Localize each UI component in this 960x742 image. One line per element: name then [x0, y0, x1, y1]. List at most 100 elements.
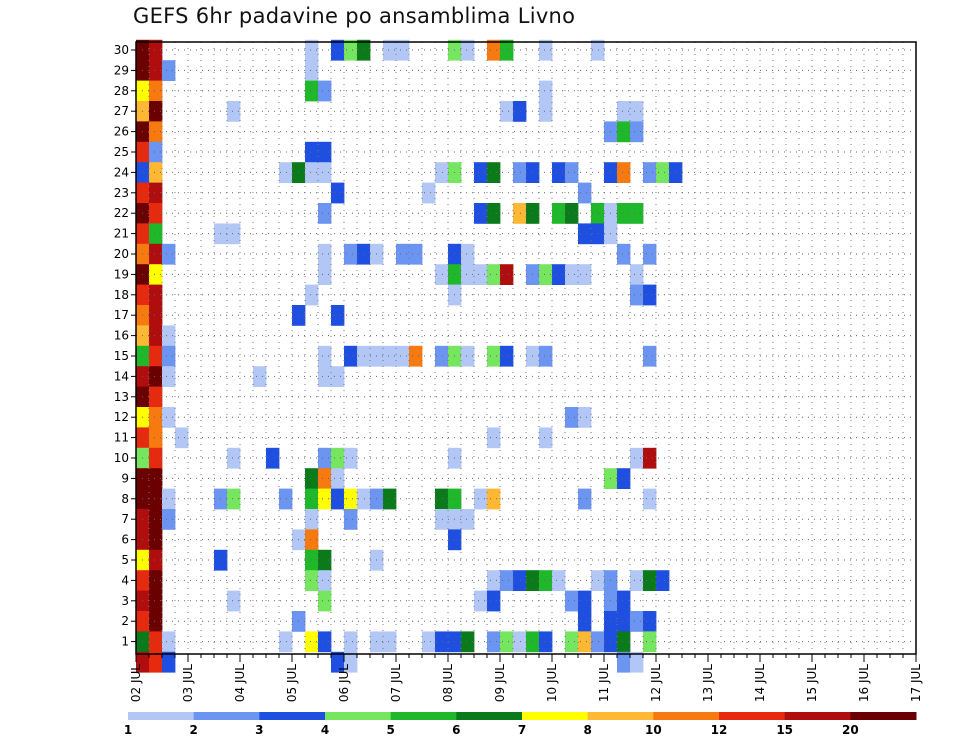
heatmap-cell	[149, 325, 163, 347]
heatmap-cell	[578, 631, 592, 653]
heatmap-cell	[500, 345, 514, 367]
heatmap-cell	[149, 651, 163, 673]
heatmap-cell	[227, 447, 241, 469]
heatmap-cell	[305, 488, 319, 510]
heatmap-cell	[357, 243, 371, 265]
heatmap-cell	[357, 39, 371, 61]
heatmap-cell	[630, 203, 644, 224]
heatmap-cell	[422, 631, 436, 653]
heatmap-cell	[461, 264, 475, 285]
heatmap-cell	[344, 488, 358, 510]
heatmap-cell	[487, 570, 501, 591]
heatmap-cell	[500, 39, 514, 61]
heatmap-cell	[318, 468, 332, 489]
heatmap-cell	[565, 264, 579, 285]
colorbar-swatch	[719, 712, 786, 720]
heatmap-cell	[591, 570, 605, 591]
heatmap-cell	[578, 264, 592, 285]
heatmap-cell	[162, 651, 176, 673]
heatmap-cell	[513, 570, 527, 591]
heatmap-cell	[305, 162, 319, 183]
grid-lines	[136, 42, 916, 654]
heatmap-cell	[383, 488, 397, 510]
heatmap-cell	[656, 570, 670, 591]
x-tick-label: 11 JUL	[597, 664, 611, 702]
y-tick-label: 17	[114, 308, 129, 322]
heatmap-cell	[617, 651, 631, 673]
heatmap-cell	[617, 468, 631, 489]
heatmap-cell	[149, 570, 163, 591]
heatmap-cell	[539, 264, 553, 285]
y-tick-label: 10	[114, 451, 129, 465]
y-tick-label: 4	[121, 573, 129, 587]
heatmap-cell	[630, 121, 644, 143]
heatmap-cell	[552, 570, 566, 591]
heatmap-cell	[149, 284, 163, 306]
heatmap-cell	[656, 162, 670, 183]
heatmap-cell	[162, 488, 176, 510]
heatmap-cell	[331, 182, 345, 204]
heatmap-cell	[565, 162, 579, 183]
y-tick-label: 15	[114, 349, 129, 363]
colorbar-label: 1	[124, 723, 132, 737]
heatmap-cell	[513, 203, 527, 224]
heatmap-cell	[643, 345, 657, 367]
heatmap-cell	[149, 447, 163, 469]
y-tick-label: 30	[114, 43, 129, 57]
heatmap-cell	[136, 651, 150, 673]
y-axis: 1234567891011121314151617181920212223242…	[114, 43, 136, 649]
heatmap-cell	[318, 80, 332, 102]
heatmap-cell	[487, 631, 501, 653]
heatmap-cell	[331, 468, 345, 489]
heatmap-cell	[331, 651, 345, 673]
heatmap-cell	[305, 631, 319, 653]
x-tick-label: 02 JUL	[129, 664, 143, 702]
heatmap-cell	[305, 468, 319, 489]
heatmap-cell	[617, 101, 631, 122]
colorbar: 1 2 3 4 5 6 7 8 10 12 15 20	[124, 712, 917, 737]
y-tick-label: 2	[121, 614, 129, 628]
heatmap-cell	[227, 223, 241, 245]
heatmap-cell	[149, 488, 163, 510]
heatmap-cell	[422, 182, 436, 204]
heatmap-cell	[578, 407, 592, 428]
heatmap-cell	[331, 305, 345, 326]
heatmap-cell	[630, 570, 644, 591]
x-tick-label: 14 JUL	[753, 664, 767, 702]
y-tick-label: 24	[114, 165, 129, 179]
heatmap-cell	[383, 631, 397, 653]
heatmap-cell	[539, 80, 553, 102]
heatmap-cell	[162, 325, 176, 347]
heatmap-cell	[149, 427, 163, 449]
heatmap-cell	[630, 101, 644, 122]
heatmap-cell	[162, 509, 176, 530]
heatmap-cell	[435, 631, 449, 653]
heatmap-cell	[149, 549, 163, 571]
heatmap-cell	[643, 631, 657, 653]
colorbar-label: 6	[452, 723, 460, 737]
heatmap-cell	[331, 447, 345, 469]
heatmap-cell	[331, 488, 345, 510]
heatmap-cell	[162, 243, 176, 265]
heatmap-cell	[162, 366, 176, 387]
x-tick-label: 15 JUL	[805, 664, 819, 702]
heatmap-cell	[630, 651, 644, 673]
colorbar-label: 3	[255, 723, 263, 737]
heatmap-cell	[578, 590, 592, 612]
x-tick-label: 17 JUL	[909, 664, 923, 702]
heatmap-cell	[643, 570, 657, 591]
heatmap-cell	[344, 39, 358, 61]
y-tick-label: 6	[121, 533, 129, 547]
heatmap-cell	[630, 284, 644, 306]
y-tick-label: 16	[114, 329, 129, 343]
heatmap-cell	[591, 631, 605, 653]
heatmap-cell	[149, 468, 163, 489]
heatmap-cell	[500, 101, 514, 122]
y-tick-label: 28	[114, 84, 129, 98]
x-tick-label: 13 JUL	[701, 664, 715, 702]
heatmap-cell	[149, 407, 163, 428]
heatmap-cell	[474, 264, 488, 285]
heatmap-cell	[552, 162, 566, 183]
colorbar-swatch	[784, 712, 851, 720]
